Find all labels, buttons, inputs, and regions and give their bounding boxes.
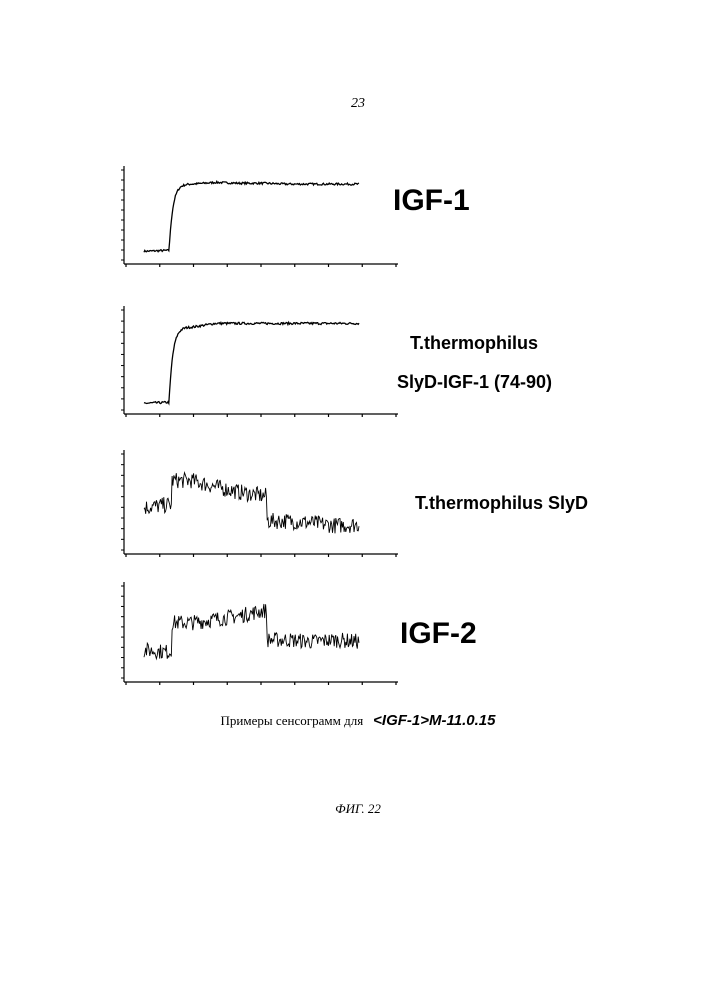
caption-antibody: <IGF-1>M-11.0.15 xyxy=(373,712,495,729)
sensorgram-igf1 xyxy=(110,160,402,278)
panel-label-line: SlyD-IGF-1 (74-90) xyxy=(397,372,552,393)
sensorgram-igf2 xyxy=(110,576,402,696)
page-number: 23 xyxy=(0,96,716,112)
sensorgram-slyd xyxy=(110,444,402,568)
panel-label-line: IGF-1 xyxy=(393,184,470,217)
panel-label-igf2: IGF-2 xyxy=(400,617,477,651)
sensorgram-trace xyxy=(144,604,359,659)
sensorgram-trace xyxy=(144,322,359,403)
panel-label-line: T.thermophilus xyxy=(410,333,538,354)
panel-label-igf1: IGF-1 xyxy=(393,184,470,218)
panel-label-slyd-igf1: T.thermophilus xyxy=(410,333,538,354)
figure-label: ФИГ. 22 xyxy=(0,801,716,817)
panel-label-slyd: T.thermophilus SlyD xyxy=(415,493,588,514)
panel-label-slyd-igf1-line2: SlyD-IGF-1 (74-90) xyxy=(397,372,552,393)
sensorgram-trace xyxy=(144,473,359,534)
sensorgram-slyd-igf1 xyxy=(110,300,402,428)
sensorgram-trace xyxy=(144,181,359,252)
figure-caption: Примеры сенсограмм для <IGF-1>M-11.0.15 xyxy=(0,712,716,729)
panel-label-line: T.thermophilus SlyD xyxy=(415,493,588,513)
caption-text: Примеры сенсограмм для xyxy=(221,713,364,728)
panel-label-line: IGF-2 xyxy=(400,617,477,650)
